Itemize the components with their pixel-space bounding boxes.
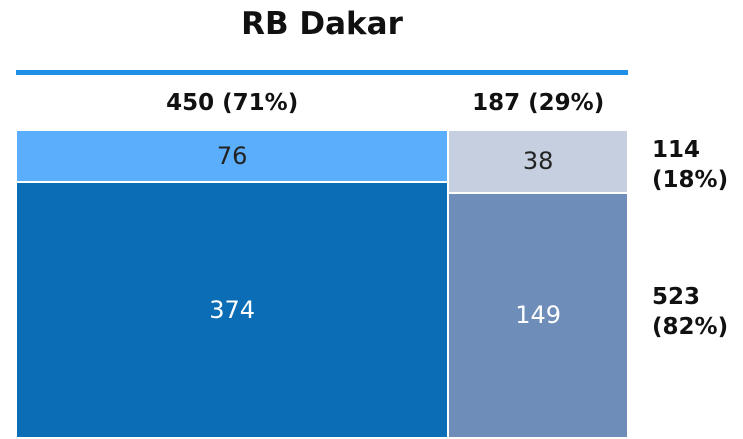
row-label: 114 (18%) xyxy=(652,137,729,193)
column-label: 450 (71%) xyxy=(166,90,299,116)
chart-title: RB Dakar xyxy=(241,6,403,42)
row-label: 523 (82%) xyxy=(652,283,729,340)
cell: 38 xyxy=(448,130,628,193)
title-rule xyxy=(16,70,628,75)
cell: 149 xyxy=(448,192,628,438)
cell: 76 xyxy=(16,130,449,183)
column-label: 187 (29%) xyxy=(472,90,605,116)
cell: 374 xyxy=(16,182,449,438)
